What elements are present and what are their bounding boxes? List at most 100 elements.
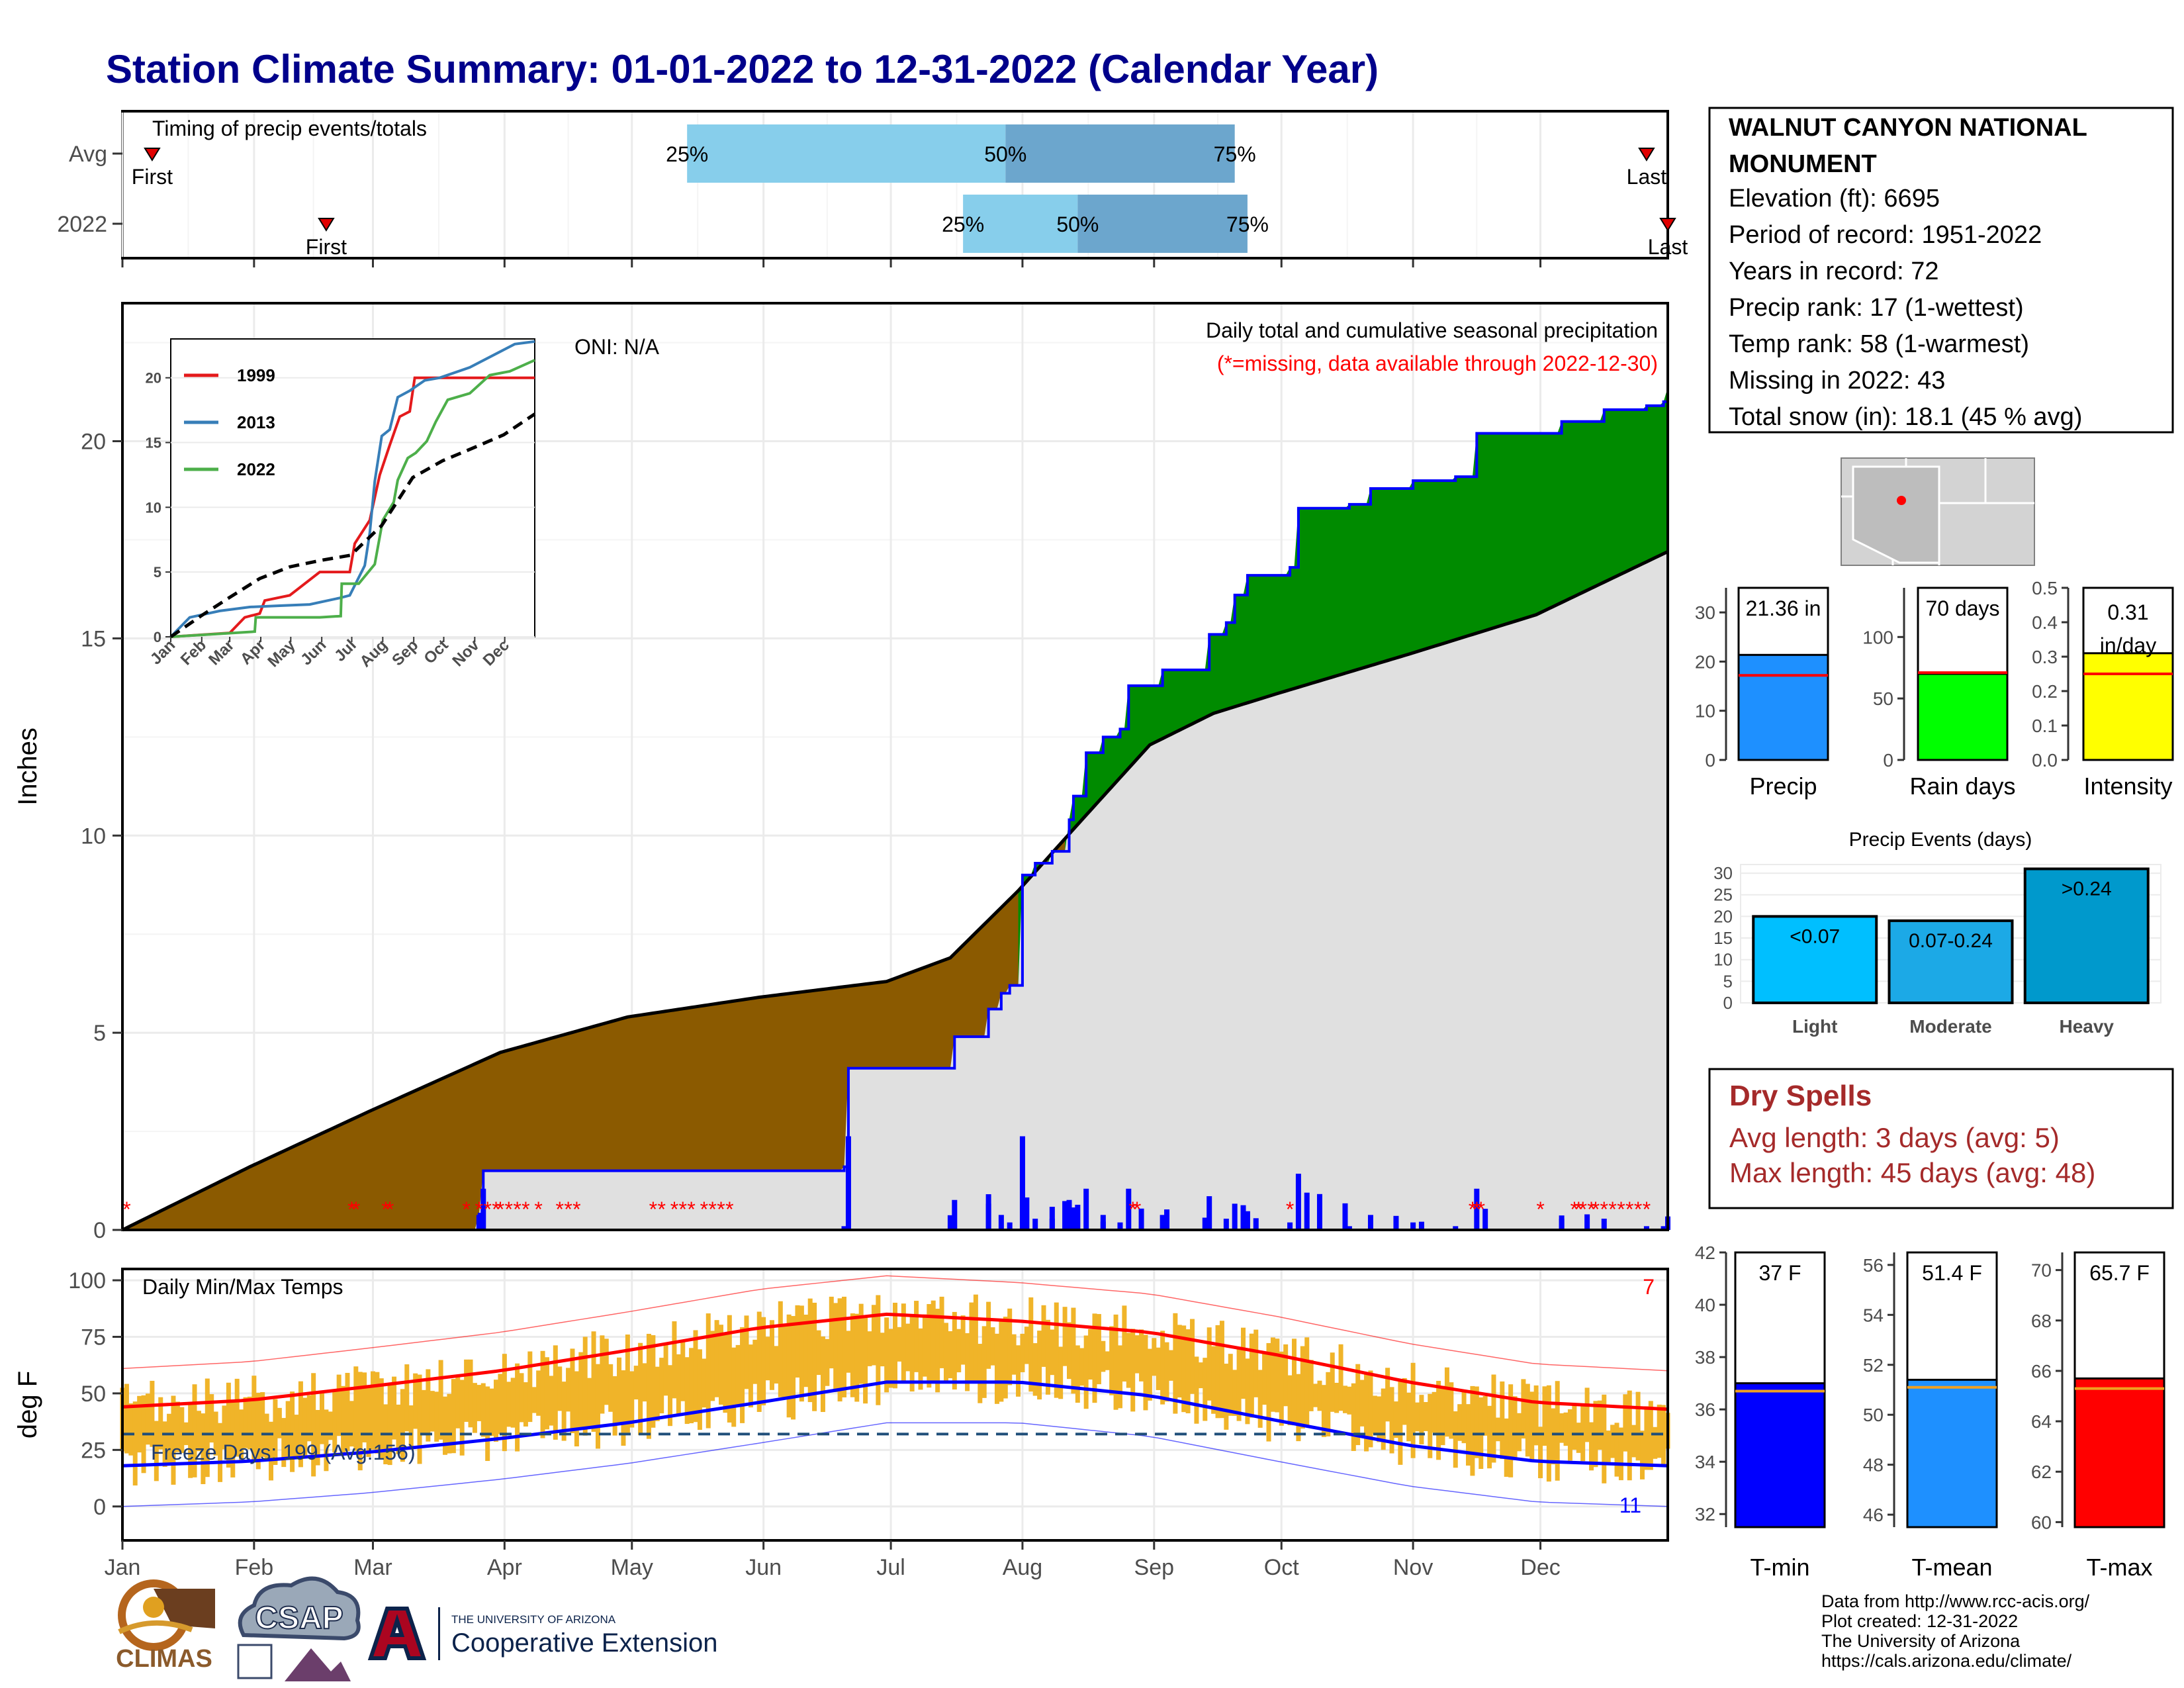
daily-temp-bar xyxy=(290,1391,295,1472)
daily-temp-bar xyxy=(905,1323,911,1372)
daily-temp-bar xyxy=(234,1378,240,1457)
daily-temp-bar xyxy=(1338,1344,1343,1411)
station-info-line: Temp rank: 58 (1-warmest) xyxy=(1729,330,2029,358)
mini-value-bar xyxy=(1917,673,2009,761)
precip-caption: Daily total and cumulative seasonal prec… xyxy=(1206,318,1658,342)
missing-marker: * xyxy=(462,1197,470,1221)
daily-temp-bar xyxy=(668,1365,673,1427)
daily-temp-bar xyxy=(1449,1382,1454,1439)
daily-temp-bar xyxy=(1020,1333,1025,1372)
daily-temp-bar xyxy=(948,1331,953,1379)
daily-temp-bar xyxy=(1555,1381,1560,1481)
daily-temp-bar xyxy=(731,1347,737,1427)
daily-precip-bar xyxy=(1661,1226,1666,1230)
daily-temp-bar xyxy=(1406,1392,1412,1442)
daily-temp-bar xyxy=(1037,1331,1042,1400)
temp-chart-tick-label: 60 xyxy=(2031,1512,2052,1532)
daily-temp-bar xyxy=(1410,1362,1416,1458)
daily-temp-bar xyxy=(255,1393,261,1470)
daily-temp-bar xyxy=(935,1309,940,1393)
climas-wordmark: CLIMAS xyxy=(116,1645,212,1673)
timing-bar-50-75 xyxy=(1077,195,1248,253)
timing-marker xyxy=(1659,218,1676,232)
daily-temp-bar xyxy=(1241,1327,1246,1399)
missing-marker: * xyxy=(670,1197,678,1221)
daily-temp-bar xyxy=(578,1352,584,1429)
daily-precip-bar xyxy=(1474,1188,1480,1230)
daily-temp-bar xyxy=(222,1405,227,1450)
daily-temp-bar xyxy=(778,1301,783,1397)
daily-temp-bar xyxy=(943,1323,948,1383)
daily-temp-bar xyxy=(1007,1308,1013,1385)
daily-temp-bar xyxy=(1368,1370,1373,1448)
daily-temp-bar xyxy=(341,1385,346,1456)
daily-temp-bar xyxy=(1173,1313,1178,1414)
daily-temp-bar xyxy=(1470,1385,1475,1476)
daily-precip-bar xyxy=(947,1215,953,1230)
daily-temp-bar xyxy=(1075,1345,1080,1403)
timing-pct-label: 25% xyxy=(666,142,708,166)
missing-marker: * xyxy=(381,1197,389,1221)
daily-temp-bar xyxy=(510,1378,516,1428)
daily-temp-bar xyxy=(1011,1334,1017,1375)
daily-temp-bar xyxy=(1117,1345,1122,1409)
daily-precip-bar xyxy=(1024,1197,1030,1230)
credits: Data from http://www.rcc-acis.org/Plot c… xyxy=(1821,1591,2090,1671)
temp-y-tick-label: 75 xyxy=(81,1325,106,1350)
daily-temp-bar xyxy=(353,1366,359,1451)
daily-temp-bar xyxy=(264,1413,269,1460)
daily-temp-bar xyxy=(201,1413,206,1485)
daily-temp-bar xyxy=(192,1384,197,1477)
precip-y-tick-label: 5 xyxy=(93,1021,106,1046)
daily-temp-bar xyxy=(1495,1417,1500,1442)
daily-temp-bar xyxy=(357,1372,363,1471)
temp-y-tick-label: 25 xyxy=(81,1438,106,1463)
climas-logo: CLIMAS xyxy=(116,1579,215,1673)
daily-precip-bar xyxy=(952,1199,958,1230)
temp-y-tick-label: 0 xyxy=(93,1495,106,1520)
station-name-line: MONUMENT xyxy=(1729,150,1877,178)
daily-temp-bar xyxy=(285,1401,291,1458)
daily-temp-bar xyxy=(362,1372,367,1442)
csap-bars xyxy=(237,1644,273,1679)
month-axis: Jan Feb Mar Apr May Jun Jul Aug Sep Oct Nov Dec xyxy=(105,1540,1561,1580)
timing-rows: Avg 25% 50% 75% First Last 2022 25% 50% 75% First L… xyxy=(57,124,1688,259)
daily-temp-bar xyxy=(1156,1347,1161,1390)
precip-deficit-area xyxy=(122,890,1019,1230)
precip-y-tick-label: 20 xyxy=(81,430,106,455)
university-of-arizona-logo: THE UNIVERSITY OF ARIZONA Cooperative Ex… xyxy=(367,1607,717,1660)
missing-marker: * xyxy=(1625,1197,1633,1221)
daily-temp-bar xyxy=(269,1421,274,1481)
mini-tick-label: 0.4 xyxy=(2032,612,2058,633)
daily-temp-bar xyxy=(663,1344,668,1396)
daily-temp-bar xyxy=(1016,1345,1021,1397)
mini-chart-Precip: 0 10 20 30 21.36 in Precip xyxy=(1695,586,1829,800)
daily-temp-bar xyxy=(863,1317,868,1404)
events-bar-label: >0.24 xyxy=(2062,878,2112,900)
daily-precip-bar xyxy=(845,1136,851,1230)
climas-sun xyxy=(143,1597,164,1618)
daily-temp-bar xyxy=(230,1401,236,1477)
daily-temp-bar xyxy=(1661,1405,1666,1465)
timing-pct-label: 75% xyxy=(1214,142,1256,166)
daily-temp-bar xyxy=(884,1317,889,1393)
credit-line: Plot created: 12-31-2022 xyxy=(1821,1611,2018,1631)
freeze-days-label: Freeze Days: 199 (Avg:156) xyxy=(151,1440,416,1464)
missing-marker: * xyxy=(1477,1197,1485,1221)
daily-temp-bar xyxy=(557,1366,563,1411)
month-label: Jun xyxy=(745,1555,782,1580)
events-category-label: Moderate xyxy=(1909,1016,1991,1037)
daily-temp-bar xyxy=(1270,1337,1275,1412)
daily-temp-bar xyxy=(956,1329,962,1373)
station-location-dot xyxy=(1897,496,1906,505)
daily-temp-bar xyxy=(1134,1335,1140,1374)
daily-temp-bar xyxy=(1130,1329,1136,1412)
daily-temp-bar xyxy=(1614,1423,1619,1477)
daily-temp-bar xyxy=(816,1330,821,1376)
daily-temp-bar xyxy=(171,1395,176,1485)
daily-temp-bar xyxy=(1083,1335,1089,1409)
daily-temp-bar xyxy=(846,1331,851,1373)
daily-temp-bar xyxy=(981,1326,987,1398)
